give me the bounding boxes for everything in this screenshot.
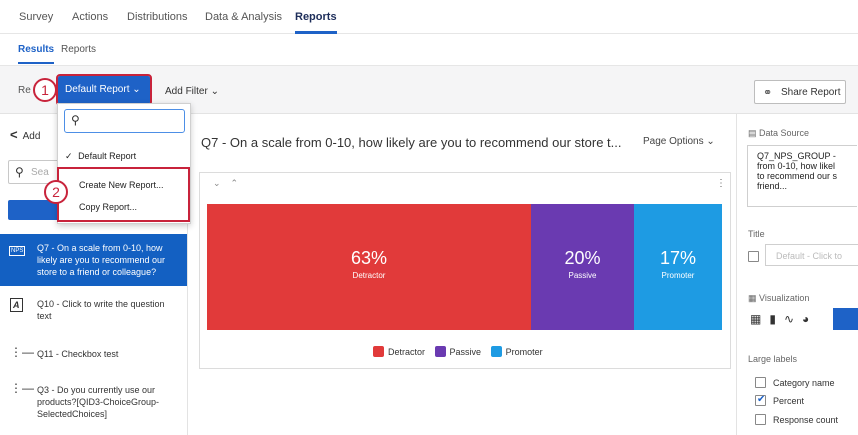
- title-input[interactable]: Default - Click to: [765, 244, 858, 266]
- data-source-select[interactable]: Q7_NPS_GROUP - from 0-10, how likel to r…: [747, 145, 857, 207]
- page-title: Q7 - On a scale from 0-10, how likely ar…: [201, 135, 622, 150]
- data-source-line: to recommend our s: [757, 171, 838, 181]
- sidebar-question-q10[interactable]: A Q10 - Click to write the question text: [0, 298, 187, 330]
- data-source-line: from 0-10, how likel: [757, 161, 836, 171]
- data-source-line: Q7_NPS_GROUP -: [757, 151, 836, 161]
- checkmark-icon: ✓: [65, 151, 73, 161]
- option-label: Category name: [773, 378, 835, 388]
- legend-label: Passive: [449, 347, 482, 357]
- image-icon: ▦: [748, 293, 757, 303]
- data-source-label-text: Data Source: [759, 128, 810, 138]
- question-label: Q10 - Click to write the question text: [37, 299, 165, 321]
- highlight-box: [57, 167, 190, 222]
- step-badge-2: 2: [44, 180, 68, 204]
- bar-category-label: Passive: [568, 271, 597, 280]
- share-report-button[interactable]: ⚭ Share Report: [754, 80, 846, 104]
- copy-report-item[interactable]: Copy Report...: [79, 202, 138, 212]
- large-labels-label: Large labels: [748, 354, 798, 364]
- step-badge-1: 1: [33, 78, 57, 102]
- selected-visualization-indicator: [833, 308, 858, 330]
- title-checkbox[interactable]: [748, 251, 759, 262]
- visualization-label: ▦ Visualization: [748, 293, 809, 304]
- database-icon: ▤: [748, 128, 757, 138]
- more-options-icon[interactable]: ⋮: [716, 178, 726, 189]
- title-label: Title: [748, 229, 765, 239]
- search-icon: ⚲: [15, 165, 24, 179]
- visualization-label-text: Visualization: [759, 293, 810, 303]
- create-new-report-item[interactable]: Create New Report...: [79, 180, 164, 190]
- legend-item-promoter: Promoter: [490, 346, 543, 357]
- option-label: Percent: [773, 396, 805, 406]
- question-label: Q3 - Do you currently use our products?[…: [37, 385, 160, 419]
- dropdown-item-default-report[interactable]: ✓ Default Report: [65, 151, 136, 162]
- legend-swatch: [490, 346, 502, 357]
- line-chart-icon[interactable]: ∿: [783, 312, 795, 326]
- dropdown-item-label: Default Report: [78, 151, 137, 161]
- tab-actions[interactable]: Actions: [72, 11, 109, 23]
- page-options-button[interactable]: Page Options ⌄: [643, 136, 715, 147]
- checkbox[interactable]: [755, 414, 766, 425]
- share-report-label: Share Report: [781, 87, 841, 98]
- report-prefix-label: Re: [18, 85, 31, 96]
- sidebar-question-q11[interactable]: ⋮— Q11 - Checkbox test: [0, 345, 187, 364]
- bar-category-label: Detractor: [352, 271, 386, 280]
- subtab-results[interactable]: Results: [18, 44, 55, 64]
- report-search-input[interactable]: ⚲: [64, 109, 185, 133]
- data-source-line: friend...: [757, 181, 788, 191]
- legend-label: Detractor: [388, 347, 426, 357]
- nps-icon: NPS: [9, 246, 26, 256]
- checkbox[interactable]: [755, 377, 766, 388]
- checkbox-list-icon: ⋮—: [10, 345, 34, 359]
- share-nodes-icon: <: [10, 127, 18, 142]
- bar-value-label: 17%: [659, 248, 697, 268]
- option-label: Response count: [773, 415, 839, 425]
- tab-data-analysis[interactable]: Data & Analysis: [205, 11, 283, 23]
- bar-category-label: Promoter: [661, 271, 695, 280]
- legend-item-detractor: Detractor: [373, 346, 425, 357]
- chart-legend: Detractor Passive Promoter: [373, 346, 550, 357]
- data-source-label: ▤ Data Source: [748, 128, 809, 139]
- legend-item-passive: Passive: [434, 346, 482, 357]
- sidebar-question-q3[interactable]: ⋮— Q3 - Do you currently use our product…: [0, 381, 187, 424]
- tab-reports[interactable]: Reports: [295, 11, 337, 34]
- tab-distributions[interactable]: Distributions: [127, 11, 188, 23]
- text-entry-icon: A: [10, 298, 23, 312]
- bar-segment-detractor: 63% Detractor: [207, 204, 531, 330]
- pie-chart-icon[interactable]: ◕: [802, 312, 810, 326]
- visualization-type-picker: ▦ ▮ ∿ ◕: [750, 312, 817, 326]
- bar-segment-promoter: 17% Promoter: [634, 204, 722, 330]
- tab-survey[interactable]: Survey: [19, 11, 54, 23]
- report-select-button[interactable]: Default Report ⌄: [56, 74, 152, 106]
- share-icon: ⚭: [763, 87, 773, 99]
- bar-value-label: 63%: [350, 248, 388, 268]
- sub-nav: Results Reports: [0, 34, 858, 66]
- multiple-choice-icon: ⋮—: [10, 381, 34, 395]
- sidebar-search-placeholder: Sea: [31, 167, 49, 178]
- legend-label: Promoter: [505, 347, 543, 357]
- right-settings-panel: ▤ Data Source Q7_NPS_GROUP - from 0-10, …: [736, 114, 858, 435]
- add-filter-button[interactable]: Add Filter ⌄: [165, 86, 219, 97]
- sidebar-header[interactable]: < Add: [10, 127, 40, 142]
- bar-segment-passive: 20% Passive: [531, 204, 634, 330]
- bar-chart-icon[interactable]: ▮: [769, 312, 776, 326]
- checkbox-checked[interactable]: [755, 394, 766, 406]
- bar-value-label: 20%: [564, 248, 601, 268]
- legend-swatch: [373, 346, 384, 357]
- subtab-reports[interactable]: Reports: [61, 44, 97, 55]
- question-label: Q7 - On a scale from 0-10, how likely ar…: [37, 243, 166, 277]
- sidebar-question-q7[interactable]: NPS Q7 - On a scale from 0-10, how likel…: [0, 234, 187, 286]
- collapse-controls[interactable]: ⌄ ⌃: [213, 178, 239, 188]
- sidebar-header-label: Add: [22, 131, 41, 142]
- legend-swatch: [434, 346, 446, 357]
- report-dropdown-menu: ⚲ ✓ Default Report Create New Report... …: [57, 103, 191, 224]
- question-label: Q11 - Checkbox test: [37, 349, 119, 359]
- top-nav: Survey Actions Distributions Data & Anal…: [0, 0, 858, 34]
- table-icon[interactable]: ▦: [750, 312, 762, 326]
- search-icon: ⚲: [71, 113, 80, 127]
